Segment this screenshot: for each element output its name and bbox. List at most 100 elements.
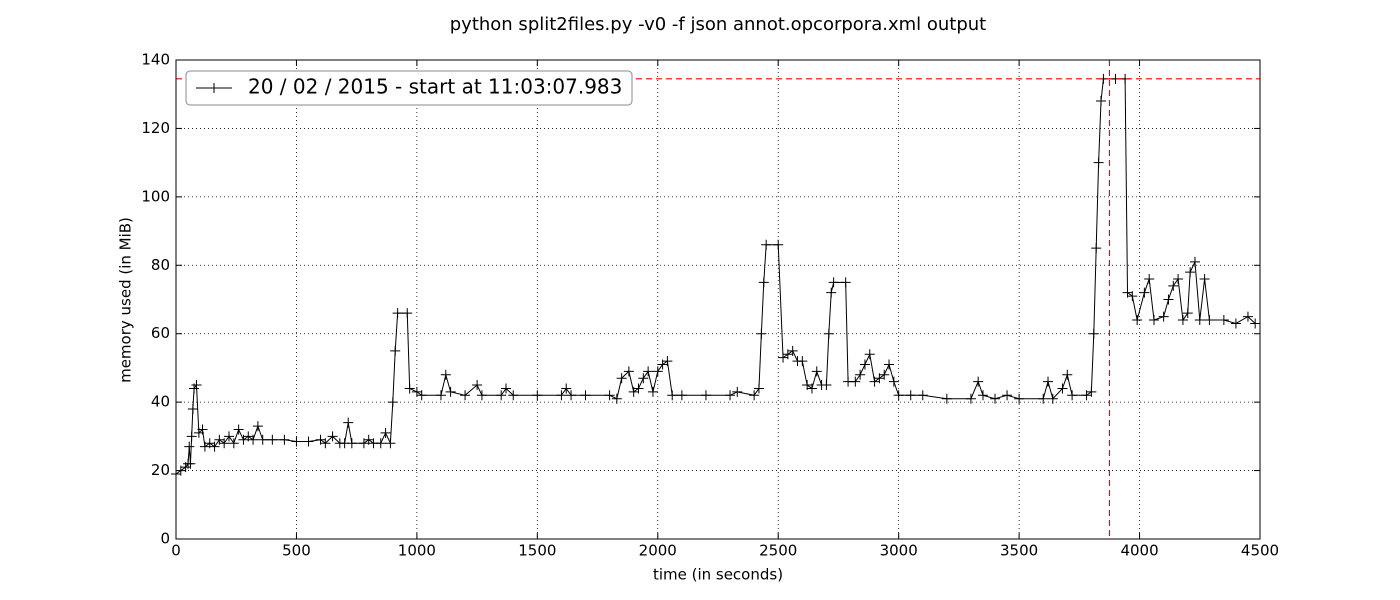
point-marker — [580, 390, 591, 401]
point-marker — [496, 390, 507, 401]
point-marker — [291, 436, 302, 447]
point-marker — [611, 393, 622, 404]
point-marker — [228, 438, 239, 449]
point-marker — [884, 359, 895, 370]
point-marker — [252, 421, 263, 432]
point-marker — [343, 417, 354, 428]
point-marker — [187, 403, 198, 414]
point-marker — [761, 239, 772, 250]
legend-label: 20 / 02 / 2015 - start at 11:03:07.983 — [248, 75, 622, 99]
point-marker — [623, 366, 634, 377]
point-marker — [905, 390, 916, 401]
point-marker — [859, 359, 870, 370]
x-tick-label: 4500 — [1241, 542, 1279, 560]
point-marker — [186, 431, 197, 442]
point-marker — [375, 438, 386, 449]
point-marker — [787, 345, 798, 356]
point-marker — [973, 376, 984, 387]
point-marker — [821, 380, 832, 391]
point-marker — [532, 390, 543, 401]
point-marker — [346, 438, 357, 449]
legend: 20 / 02 / 2015 - start at 11:03:07.983 — [185, 70, 633, 106]
point-marker — [1132, 315, 1143, 326]
point-marker — [1182, 308, 1193, 319]
point-marker — [1204, 315, 1215, 326]
point-marker — [773, 239, 784, 250]
y-tick-label: 140 — [141, 51, 170, 69]
x-axis-label: time (in seconds) — [653, 566, 783, 584]
point-marker — [1062, 369, 1073, 380]
point-marker — [647, 386, 658, 397]
point-marker — [888, 376, 899, 387]
point-marker — [1218, 315, 1229, 326]
point-marker — [248, 434, 259, 445]
point-marker — [267, 434, 278, 445]
point-marker — [965, 393, 976, 404]
point-marker — [1173, 273, 1184, 284]
point-marker — [390, 345, 401, 356]
y-axis-label: memory used (in MiB) — [117, 217, 135, 383]
y-tick-label: 20 — [151, 461, 170, 479]
y-tick-label: 60 — [151, 324, 170, 342]
point-marker — [700, 390, 711, 401]
legend-marker — [209, 83, 219, 93]
point-marker — [501, 383, 512, 394]
point-marker — [476, 390, 487, 401]
point-marker — [185, 458, 196, 469]
point-marker — [749, 390, 760, 401]
point-marker — [828, 277, 839, 288]
point-marker — [667, 390, 678, 401]
point-marker — [1177, 315, 1188, 326]
point-marker — [197, 424, 208, 435]
point-marker — [850, 376, 861, 387]
point-marker — [864, 349, 875, 360]
point-marker — [1242, 311, 1253, 322]
point-marker — [1093, 157, 1104, 168]
point-marker — [1057, 383, 1068, 394]
point-marker — [840, 277, 851, 288]
point-marker — [191, 380, 202, 391]
legend-box — [185, 70, 633, 106]
point-marker — [643, 366, 654, 377]
point-marker — [1047, 393, 1058, 404]
x-tick-label: 2000 — [639, 542, 677, 560]
point-marker — [758, 277, 769, 288]
point-marker — [392, 308, 403, 319]
x-tick-label: 0 — [171, 542, 181, 560]
point-marker — [566, 390, 577, 401]
point-marker — [879, 369, 890, 380]
point-marker — [604, 390, 615, 401]
point-marker — [460, 390, 471, 401]
point-marker — [652, 366, 663, 377]
point-marker — [732, 386, 743, 397]
point-marker — [320, 438, 331, 449]
point-marker — [893, 390, 904, 401]
x-tick-label: 3000 — [880, 542, 918, 560]
point-marker — [1002, 390, 1013, 401]
point-marker — [676, 390, 687, 401]
x-tick-label: 1500 — [518, 542, 556, 560]
point-marker — [990, 393, 1001, 404]
point-marker — [1250, 318, 1261, 329]
point-marker — [472, 380, 483, 391]
point-marker — [404, 383, 415, 394]
point-marker — [616, 373, 627, 384]
y-tick-label: 40 — [151, 393, 170, 411]
point-marker — [508, 390, 519, 401]
y-tick-label: 100 — [141, 187, 170, 205]
point-marker — [1168, 280, 1179, 291]
point-marker — [219, 438, 230, 449]
point-marker — [1185, 267, 1196, 278]
point-marker — [561, 383, 572, 394]
x-tick-label: 500 — [282, 542, 311, 560]
point-marker — [303, 436, 314, 447]
point-marker — [1127, 291, 1138, 302]
point-marker — [797, 356, 808, 367]
x-tick-label: 3500 — [1000, 542, 1038, 560]
point-marker — [1038, 393, 1049, 404]
point-marker — [633, 383, 644, 394]
point-marker — [1091, 243, 1102, 254]
point-marker — [1199, 273, 1210, 284]
y-tick-label: 120 — [141, 119, 170, 137]
